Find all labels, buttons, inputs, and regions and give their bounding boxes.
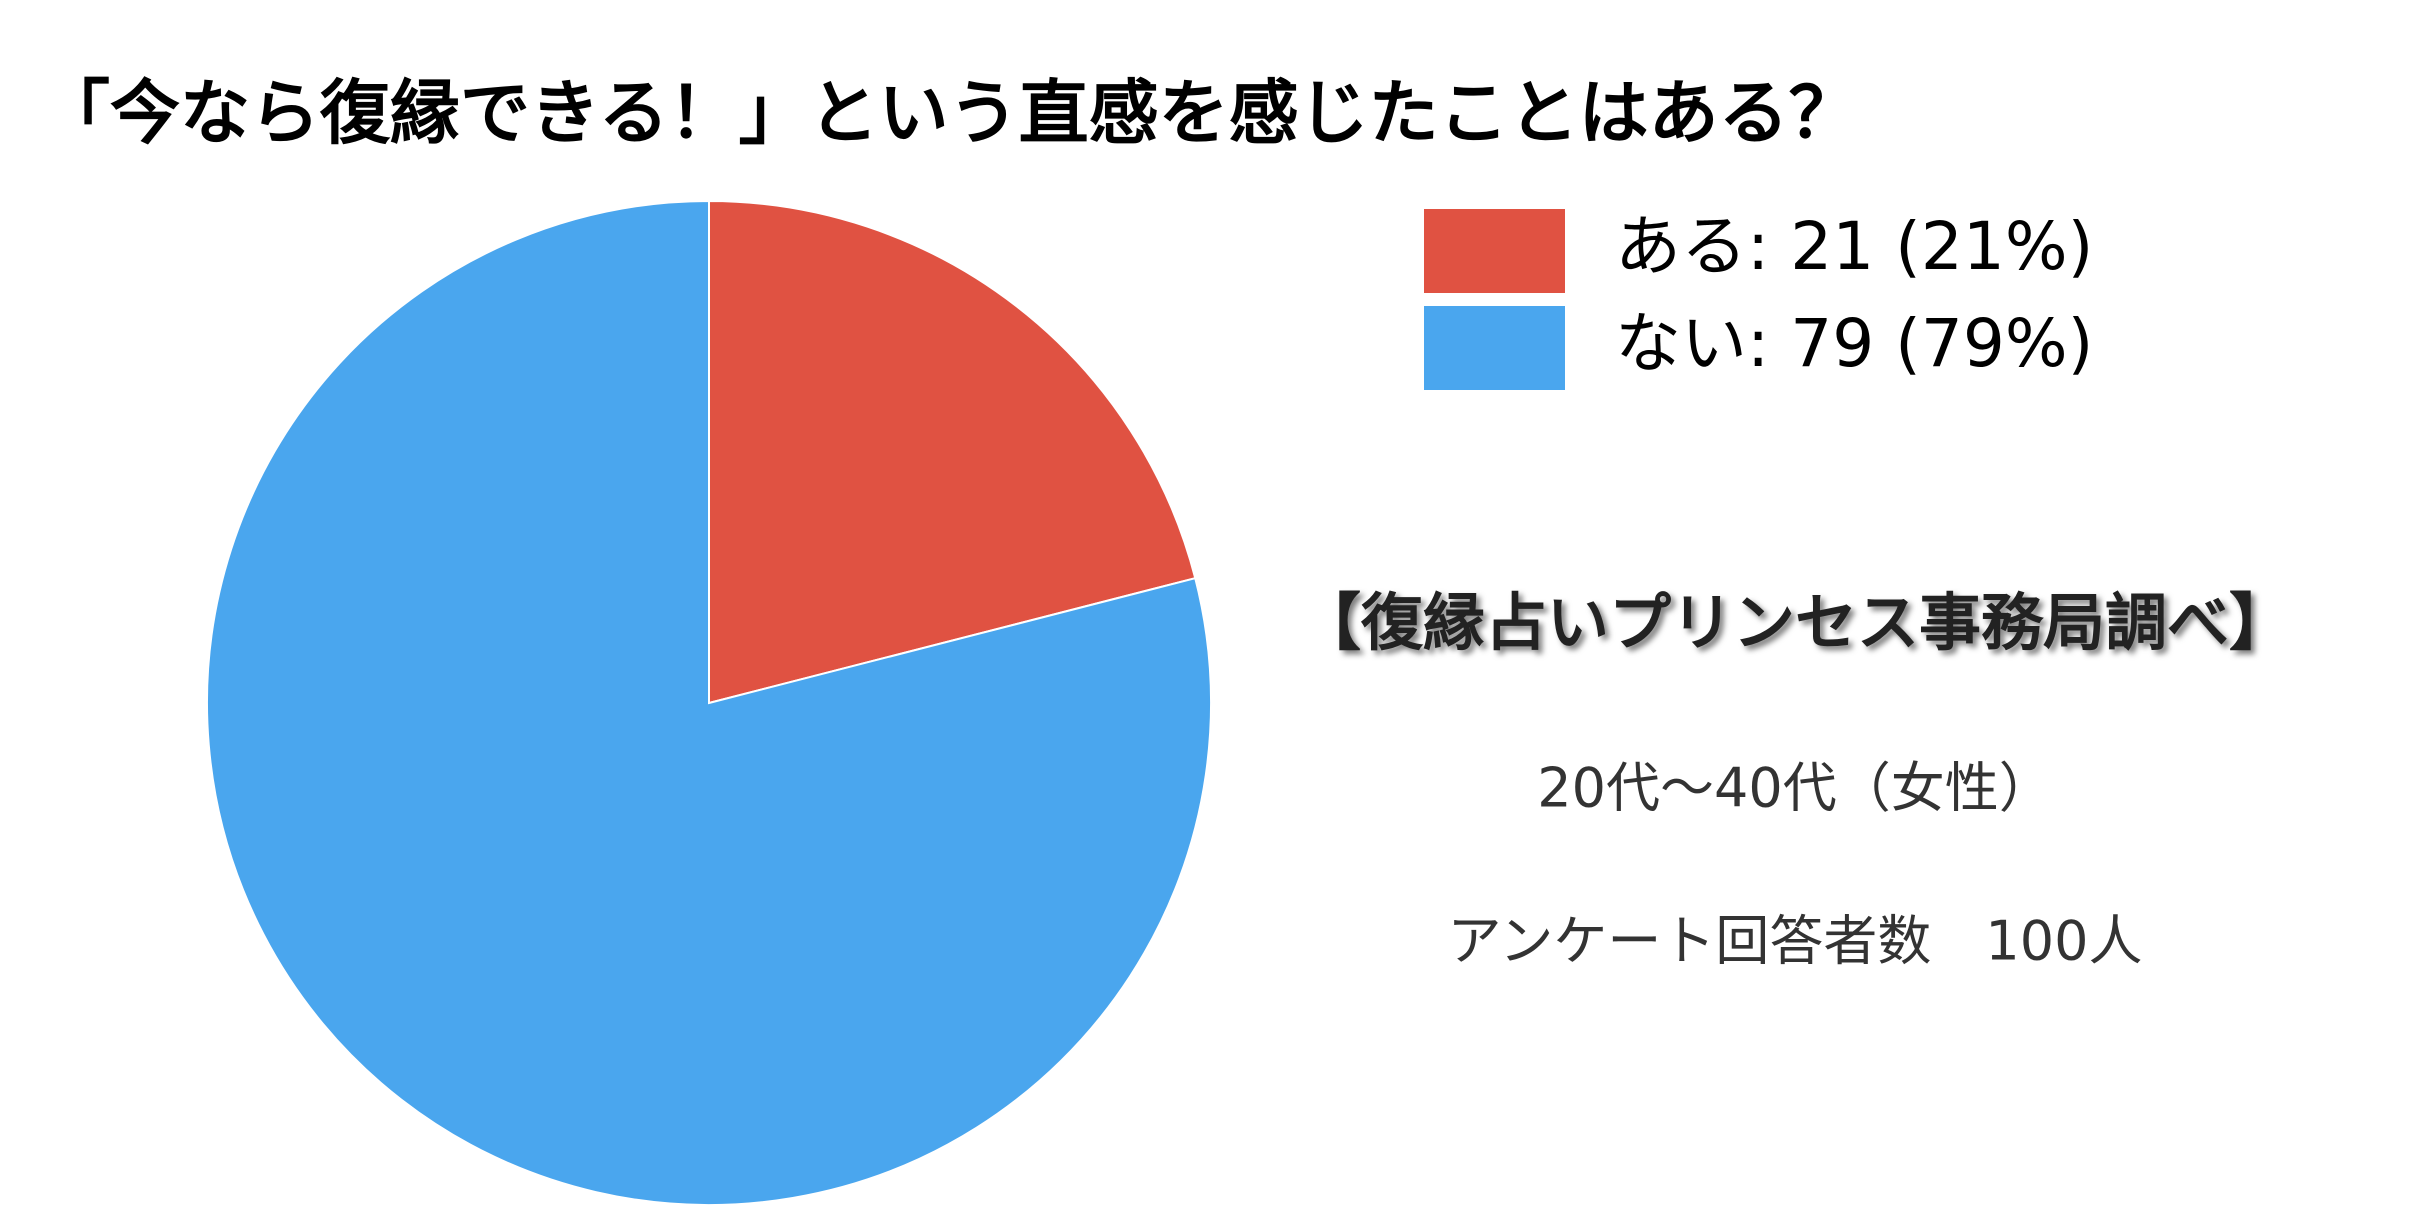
annotation: 【復縁占いプリンセス事務局調べ】	[1299, 586, 2291, 659]
chart-title: 「今なら復縁できる！」という直感を感じたことはある？	[40, 72, 1859, 154]
legend-swatch	[1424, 209, 1565, 293]
pie-slice	[708, 199, 1197, 705]
pie-slice	[206, 199, 1212, 1206]
legend-swatch	[1424, 306, 1565, 390]
legend-label: ない: 79 (79%)	[1615, 305, 2093, 382]
annotation: 20代～40代（女性）	[1537, 757, 2052, 820]
legend-label: ある: 21 (21%)	[1615, 208, 2093, 285]
annotation: アンケート回答者数 100人	[1448, 910, 2143, 973]
